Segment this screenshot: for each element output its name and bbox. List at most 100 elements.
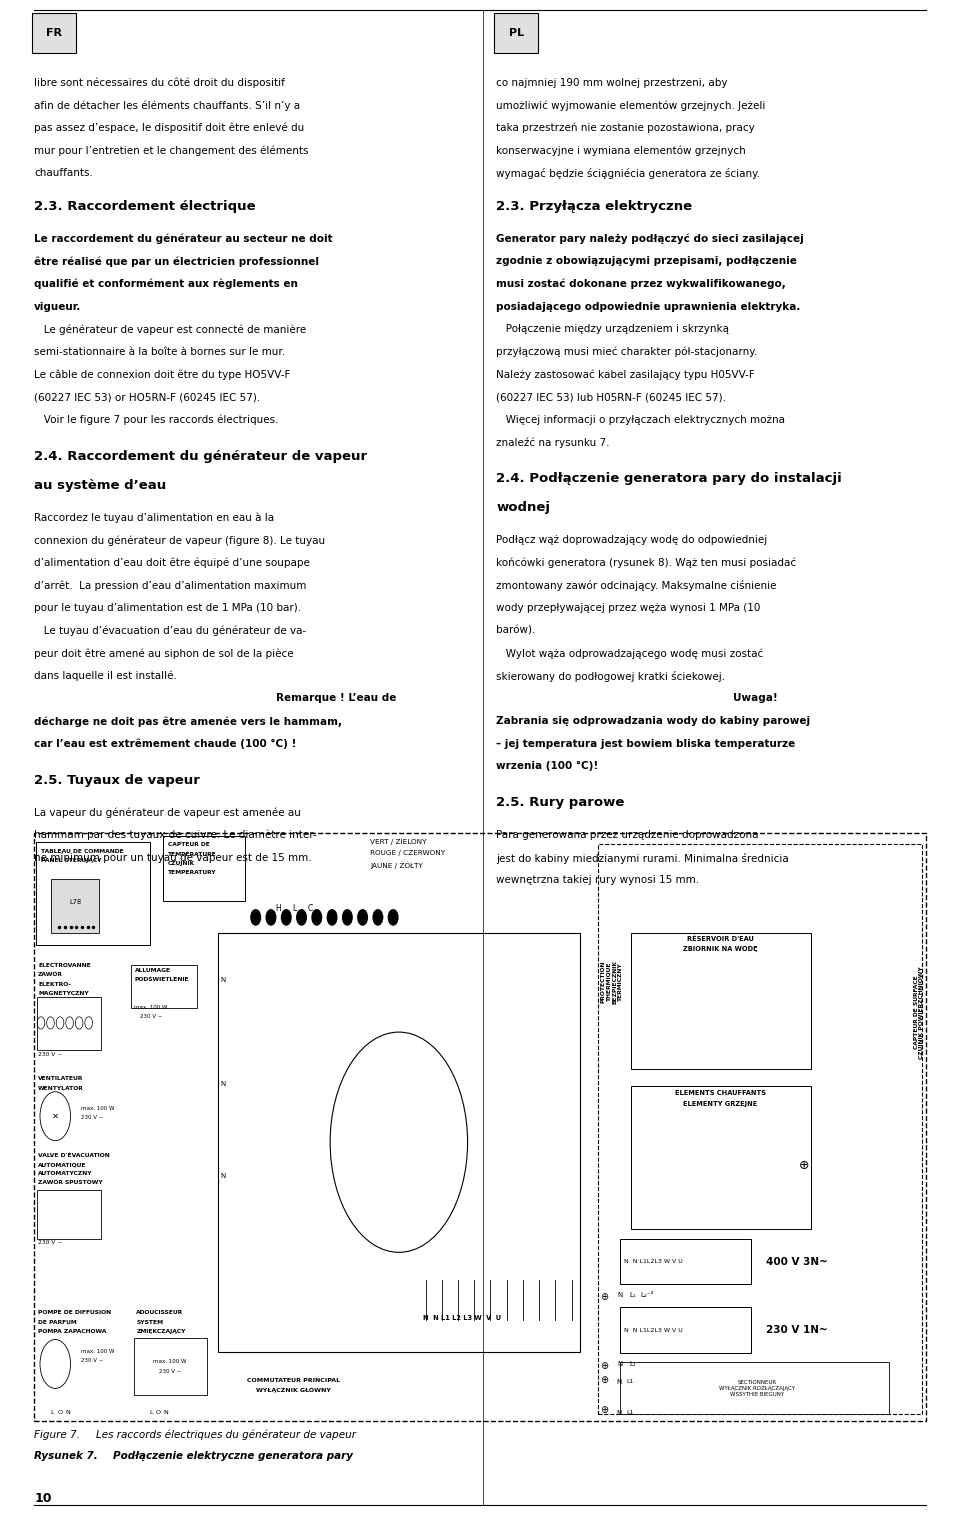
Text: POMPE DE DIFFUSION: POMPE DE DIFFUSION [38,1311,111,1315]
Text: L₂⁻³: L₂⁻³ [640,1292,654,1299]
Text: Generator pary należy podłączyć do sieci zasilającej: Generator pary należy podłączyć do sieci… [496,233,804,244]
Text: N: N [616,1380,622,1385]
Text: Le raccordement du générateur au secteur ne doit: Le raccordement du générateur au secteur… [35,233,333,244]
Text: AUTOMATYCZNY: AUTOMATYCZNY [38,1171,93,1176]
Text: skierowany do podłogowej kratki ściekowej.: skierowany do podłogowej kratki ściekowe… [496,671,726,682]
Text: Remarque ! L’eau de: Remarque ! L’eau de [276,694,396,703]
Text: RÉSERVOIR D'EAU: RÉSERVOIR D'EAU [687,936,754,942]
Text: 2.3. Przyłącza elektryczne: 2.3. Przyłącza elektryczne [496,200,692,213]
Text: N  N L1L2L3 W V U: N N L1L2L3 W V U [624,1328,683,1332]
Text: ELEMENTS CHAUFFANTS: ELEMENTS CHAUFFANTS [675,1090,766,1096]
Text: co najmniej 190 mm wolnej przestrzeni, aby: co najmniej 190 mm wolnej przestrzeni, a… [496,78,728,87]
Text: 230 V 1N~: 230 V 1N~ [766,1325,828,1335]
Text: d’arrêt.  La pression d’eau d’alimentation maximum: d’arrêt. La pression d’eau d’alimentatio… [35,580,306,591]
Circle shape [297,910,306,926]
Text: POMPA ZAPACHOWA: POMPA ZAPACHOWA [38,1329,107,1334]
Text: 400 V 3N~: 400 V 3N~ [766,1257,828,1266]
Text: Podłącz wąż doprowadzający wodę do odpowiedniej: Podłącz wąż doprowadzający wodę do odpow… [496,536,767,545]
Text: ELEMENTY GRZEJNE: ELEMENTY GRZEJNE [684,1101,757,1107]
Text: d’alimentation d’eau doit être équipé d’une soupape: d’alimentation d’eau doit être équipé d’… [35,557,310,568]
Text: afin de détacher les éléments chauffants. S’il n’y a: afin de détacher les éléments chauffants… [35,100,300,111]
FancyBboxPatch shape [219,933,580,1352]
FancyBboxPatch shape [33,14,76,54]
Text: Les raccords électriques du générateur de vapeur: Les raccords électriques du générateur d… [96,1429,356,1440]
Text: 2.4. Raccordement du générateur de vapeur: 2.4. Raccordement du générateur de vapeu… [35,450,368,462]
Text: Więcej informacji o przyłączach elektrycznych można: Więcej informacji o przyłączach elektryc… [496,414,785,425]
Text: FR: FR [46,28,62,38]
Text: umożliwić wyjmowanie elementów grzejnych. Jeżeli: umożliwić wyjmowanie elementów grzejnych… [496,100,766,111]
Text: 2.5. Tuyaux de vapeur: 2.5. Tuyaux de vapeur [35,774,200,786]
Text: Raccordez le tuyau d’alimentation en eau à la: Raccordez le tuyau d’alimentation en eau… [35,513,275,523]
Text: N: N [617,1362,623,1368]
Text: CAPTEUR DE: CAPTEUR DE [168,843,210,847]
Circle shape [389,910,397,926]
Text: C: C [307,904,313,913]
Circle shape [251,910,260,926]
Text: VERT / ZIELONY: VERT / ZIELONY [371,840,427,846]
Text: konserwacyjne i wymiana elementów grzejnych: konserwacyjne i wymiana elementów grzejn… [496,146,746,157]
Text: Le câble de connexion doit être du type HO5VV-F: Le câble de connexion doit être du type … [35,370,291,381]
Text: 10: 10 [35,1492,52,1506]
Text: barów).: barów). [496,626,536,635]
Text: (60227 IEC 53) lub H05RN-F (60245 IEC 57).: (60227 IEC 53) lub H05RN-F (60245 IEC 57… [496,391,726,402]
Text: CAPTEUR DE SURFACE
CZUJNIK POWIERZCHNIOWY: CAPTEUR DE SURFACE CZUJNIK POWIERZCHNIOW… [914,966,924,1059]
Text: N: N [221,1173,226,1179]
Text: mur pour l’entretien et le changement des éléments: mur pour l’entretien et le changement de… [35,146,309,157]
Text: 2.5. Rury parowe: 2.5. Rury parowe [496,797,625,809]
Text: DE PARFUM: DE PARFUM [38,1320,77,1325]
Text: PL: PL [509,28,524,38]
Text: ZAWÓR: ZAWÓR [38,973,63,978]
Text: être réalisé que par un électricien professionnel: être réalisé que par un électricien prof… [35,256,320,267]
Text: qualifié et conformément aux règlements en: qualifié et conformément aux règlements … [35,279,299,290]
Text: max. 100 W: max. 100 W [81,1349,114,1354]
Text: N  N L1L2L3 W V U: N N L1L2L3 W V U [624,1259,683,1263]
Text: – jej temperatura jest bowiem bliska temperaturze: – jej temperatura jest bowiem bliska tem… [496,738,796,749]
Text: N  N L1 L2 L3 W  V  U: N N L1 L2 L3 W V U [422,1315,501,1322]
Text: SECTIONNEUR
WYŁĄCZNIK ROZŁĄCZAJĄCY
WSSYTHIE BIEGUNY: SECTIONNEUR WYŁĄCZNIK ROZŁĄCZAJĄCY WSSYT… [719,1380,795,1397]
Text: końcówki generatora (rysunek 8). Wąż ten musi posiadać: końcówki generatora (rysunek 8). Wąż ten… [496,557,797,568]
Text: posiadającego odpowiednie uprawnienia elektryka.: posiadającego odpowiednie uprawnienia el… [496,302,801,312]
Text: PANEL STERUJĄCY: PANEL STERUJĄCY [41,858,102,863]
Text: 2.3. Raccordement électrique: 2.3. Raccordement électrique [35,200,256,213]
Text: au système d’eau: au système d’eau [35,479,166,491]
Text: przyłączową musi mieć charakter pół-stacjonarny.: przyłączową musi mieć charakter pół-stac… [496,347,757,358]
Circle shape [327,910,337,926]
Text: znaleźć na rysunku 7.: znaleźć na rysunku 7. [496,437,610,448]
Text: Zabrania się odprowadzania wody do kabiny parowej: Zabrania się odprowadzania wody do kabin… [496,717,810,726]
Text: N: N [221,978,226,982]
Text: L1: L1 [626,1380,634,1385]
FancyBboxPatch shape [598,844,922,1414]
Text: Należy zastosować kabel zasilający typu H05VV-F: Należy zastosować kabel zasilający typu … [496,370,755,381]
Text: PODŚWIETLENIE: PODŚWIETLENIE [134,978,189,982]
Circle shape [281,910,291,926]
Text: Rysunek 7.: Rysunek 7. [35,1451,98,1461]
Text: vigueur.: vigueur. [35,302,82,312]
Text: ALLUMAGE: ALLUMAGE [134,969,171,973]
Text: max. 100 W: max. 100 W [134,1004,167,1010]
Text: ⊕: ⊕ [600,1292,608,1302]
Text: Wylot wąża odprowadzającego wodę musi zostać: Wylot wąża odprowadzającego wodę musi zo… [496,648,763,659]
Text: JAUNE / ŻÓŁTY: JAUNE / ŻÓŁTY [371,861,423,869]
Circle shape [266,910,276,926]
Text: Para generowana przez urządzenie doprowadzona: Para generowana przez urządzenie doprowa… [496,830,758,840]
Text: 230 V ~: 230 V ~ [81,1114,104,1119]
Text: WYŁĄCZNIK GŁÓWNY: WYŁĄCZNIK GŁÓWNY [256,1388,331,1392]
Text: musi zostać dokonane przez wykwalifikowanego,: musi zostać dokonane przez wykwalifikowa… [496,279,786,290]
FancyBboxPatch shape [35,834,925,1420]
Text: connexion du générateur de vapeur (figure 8). Le tuyau: connexion du générateur de vapeur (figur… [35,536,325,545]
FancyBboxPatch shape [631,1085,811,1230]
Text: L₁: L₁ [629,1362,636,1368]
Text: ELECTROVANNE: ELECTROVANNE [38,964,91,969]
Text: Voir le figure 7 pour les raccords électriques.: Voir le figure 7 pour les raccords élect… [35,414,278,425]
Text: 230 V ~: 230 V ~ [81,1358,104,1363]
Text: L₁: L₁ [629,1292,636,1299]
Text: libre sont nécessaires du côté droit du dispositif: libre sont nécessaires du côté droit du … [35,78,285,87]
Text: CZUJNIK: CZUJNIK [168,861,195,866]
FancyBboxPatch shape [163,837,245,901]
Text: ZAWÓR SPUSTOWY: ZAWÓR SPUSTOWY [38,1180,103,1185]
Text: ⊕: ⊕ [600,1375,608,1385]
Text: 230 V ~: 230 V ~ [38,1051,62,1058]
Text: Le générateur de vapeur est connecté de manière: Le générateur de vapeur est connecté de … [35,324,306,335]
Text: wrzenia (100 °C)!: wrzenia (100 °C)! [496,761,598,772]
Text: H: H [275,904,280,913]
